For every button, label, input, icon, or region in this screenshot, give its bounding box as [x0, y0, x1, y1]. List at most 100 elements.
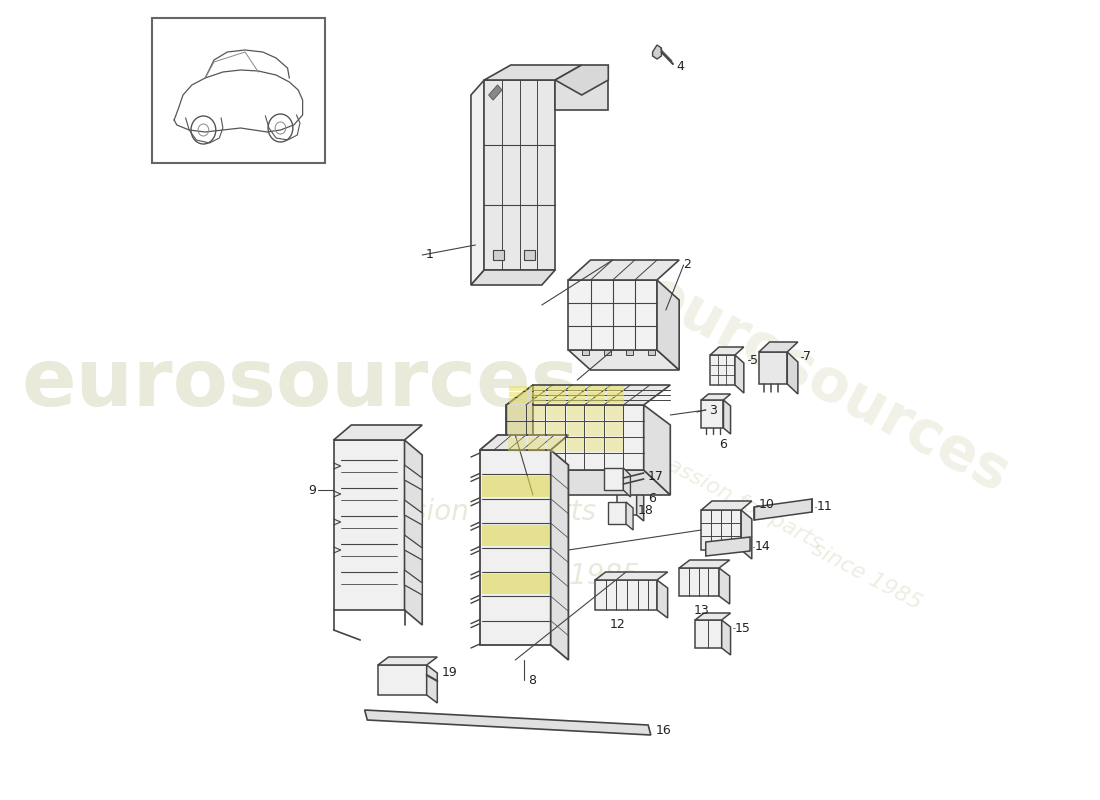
Polygon shape: [488, 85, 502, 100]
Polygon shape: [405, 465, 422, 490]
Bar: [606, 386, 624, 391]
Bar: [547, 422, 565, 436]
Polygon shape: [595, 580, 657, 610]
Polygon shape: [735, 355, 744, 393]
Polygon shape: [405, 570, 422, 595]
Polygon shape: [702, 400, 724, 428]
Polygon shape: [624, 468, 630, 497]
Polygon shape: [711, 355, 735, 385]
Bar: [509, 398, 527, 403]
Bar: [528, 398, 547, 403]
Bar: [508, 406, 526, 420]
Bar: [566, 422, 584, 436]
Bar: [482, 476, 549, 497]
Bar: [528, 386, 547, 391]
Bar: [604, 350, 611, 355]
Bar: [566, 406, 584, 420]
Polygon shape: [405, 535, 422, 560]
Bar: [509, 392, 527, 397]
Bar: [508, 422, 526, 436]
Bar: [528, 438, 546, 452]
Polygon shape: [569, 350, 679, 370]
Polygon shape: [617, 484, 643, 490]
Polygon shape: [637, 490, 644, 521]
Text: since 1985: since 1985: [807, 538, 924, 614]
Polygon shape: [719, 568, 729, 604]
Polygon shape: [695, 620, 722, 648]
Polygon shape: [506, 405, 644, 470]
Polygon shape: [657, 280, 679, 370]
Polygon shape: [702, 394, 730, 400]
Polygon shape: [679, 568, 719, 596]
Polygon shape: [569, 260, 679, 280]
Text: 13: 13: [693, 603, 710, 617]
Bar: [606, 392, 624, 397]
Text: 7: 7: [803, 350, 811, 363]
Bar: [586, 438, 604, 452]
Polygon shape: [378, 665, 427, 695]
Text: 15: 15: [735, 622, 751, 634]
Bar: [582, 350, 588, 355]
Bar: [493, 250, 504, 260]
Text: 12: 12: [609, 618, 625, 631]
Bar: [566, 438, 584, 452]
Polygon shape: [657, 580, 668, 618]
Polygon shape: [333, 425, 422, 440]
Polygon shape: [788, 352, 798, 394]
Bar: [606, 406, 624, 420]
Text: since 1985: since 1985: [488, 562, 640, 590]
Text: 8: 8: [528, 674, 536, 686]
Polygon shape: [333, 440, 405, 610]
Polygon shape: [484, 80, 556, 270]
Text: 19: 19: [442, 666, 458, 679]
Bar: [482, 525, 549, 546]
Polygon shape: [364, 710, 651, 735]
Polygon shape: [471, 80, 484, 285]
Text: eurosources: eurosources: [22, 345, 580, 423]
Polygon shape: [484, 65, 582, 80]
Polygon shape: [378, 657, 438, 665]
Polygon shape: [706, 537, 750, 556]
Polygon shape: [556, 65, 608, 95]
Polygon shape: [480, 450, 551, 645]
Text: 6: 6: [719, 438, 727, 451]
Bar: [547, 406, 565, 420]
Bar: [524, 250, 535, 260]
Polygon shape: [506, 470, 670, 495]
Polygon shape: [759, 342, 797, 352]
Polygon shape: [724, 400, 730, 434]
Polygon shape: [626, 502, 634, 530]
Text: 2: 2: [683, 258, 692, 271]
Text: 11: 11: [816, 501, 833, 514]
Polygon shape: [617, 490, 637, 515]
Bar: [528, 422, 546, 436]
Polygon shape: [722, 620, 730, 655]
Bar: [547, 438, 565, 452]
Bar: [626, 350, 634, 355]
Bar: [482, 574, 549, 594]
Bar: [528, 392, 547, 397]
Polygon shape: [506, 385, 534, 475]
Polygon shape: [595, 572, 668, 580]
Polygon shape: [604, 468, 624, 490]
Text: 6: 6: [648, 491, 656, 505]
Bar: [152, 18, 324, 163]
Polygon shape: [506, 385, 670, 405]
Bar: [548, 386, 565, 391]
Text: 16: 16: [656, 723, 671, 737]
Polygon shape: [741, 510, 751, 559]
Polygon shape: [551, 450, 569, 660]
Text: 9: 9: [308, 483, 316, 497]
Bar: [568, 398, 585, 403]
Bar: [568, 392, 585, 397]
Polygon shape: [711, 347, 744, 355]
Text: 3: 3: [710, 403, 717, 417]
Bar: [587, 392, 605, 397]
Polygon shape: [702, 510, 741, 550]
Bar: [606, 398, 624, 403]
Text: eurosources: eurosources: [636, 264, 1019, 504]
Text: 18: 18: [638, 503, 653, 517]
Polygon shape: [405, 500, 422, 525]
Bar: [508, 438, 526, 452]
Polygon shape: [695, 613, 730, 620]
